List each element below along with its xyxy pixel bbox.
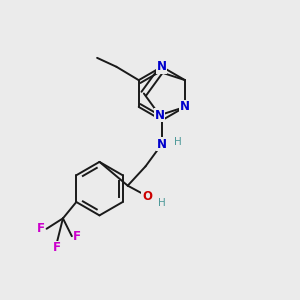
Text: N: N [157, 60, 167, 73]
Text: O: O [142, 190, 152, 202]
Text: F: F [73, 230, 81, 243]
Text: H: H [174, 137, 182, 147]
Text: N: N [157, 138, 167, 151]
Text: F: F [53, 241, 61, 254]
Text: N: N [180, 100, 190, 113]
Text: H: H [158, 199, 166, 208]
Text: F: F [37, 222, 45, 235]
Text: N: N [154, 109, 165, 122]
